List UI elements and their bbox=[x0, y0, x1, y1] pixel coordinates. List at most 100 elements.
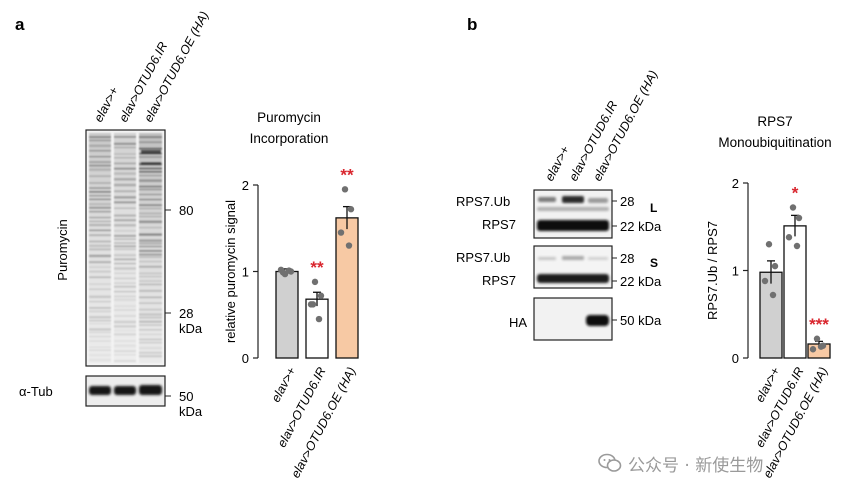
bar bbox=[275, 270, 299, 359]
blot-band bbox=[89, 190, 111, 193]
data-point bbox=[785, 234, 793, 241]
blot-band bbox=[89, 202, 111, 206]
blot-band bbox=[139, 313, 162, 316]
marker-28: 28 bbox=[179, 306, 193, 321]
blot-band bbox=[114, 329, 136, 332]
blot-band bbox=[114, 229, 136, 232]
blot-band bbox=[89, 198, 111, 201]
blot-band bbox=[89, 240, 111, 243]
watermark-text: 公众号 · 新使生物 bbox=[628, 455, 764, 476]
blot-band bbox=[114, 277, 136, 280]
blot-band bbox=[89, 187, 111, 189]
blot-band bbox=[89, 136, 111, 139]
bar bbox=[335, 217, 359, 359]
blot-band bbox=[139, 136, 162, 139]
blot-band bbox=[114, 142, 136, 145]
blot-band bbox=[114, 315, 136, 317]
blot-band bbox=[114, 245, 136, 248]
blot-band bbox=[89, 335, 111, 338]
blot-band bbox=[89, 346, 111, 348]
lane-labels-a: elav>+ elav>OTUD6.IR elav>OTUD6.OE (HA) bbox=[91, 9, 211, 124]
blot-band bbox=[114, 238, 136, 240]
blot-band bbox=[114, 234, 136, 238]
blot-band bbox=[89, 340, 111, 343]
blot-band bbox=[139, 204, 162, 207]
blot-band bbox=[114, 285, 136, 288]
significance-label: ** bbox=[340, 165, 354, 184]
blot-band bbox=[114, 172, 136, 175]
blot-band bbox=[139, 324, 162, 326]
data-point bbox=[279, 269, 287, 276]
blot-band bbox=[141, 162, 161, 165]
blot-band bbox=[139, 253, 162, 256]
y-tick-label: 1 bbox=[242, 265, 249, 280]
y-tick-label: 2 bbox=[732, 176, 739, 191]
blot-band bbox=[114, 196, 136, 199]
blot-band bbox=[89, 244, 111, 248]
blot-band bbox=[139, 220, 162, 224]
data-point bbox=[341, 186, 349, 193]
blot-band bbox=[114, 298, 136, 302]
data-point bbox=[347, 206, 355, 213]
blot-band bbox=[114, 344, 136, 348]
data-point bbox=[317, 292, 325, 299]
blot-band bbox=[114, 218, 136, 222]
bar bbox=[305, 298, 329, 359]
blot-band bbox=[89, 175, 111, 178]
marker: 22 kDa bbox=[620, 274, 662, 289]
data-point bbox=[769, 291, 777, 299]
blot-band bbox=[139, 333, 162, 336]
data-point bbox=[309, 301, 317, 308]
blot-band bbox=[114, 190, 136, 193]
puromycin-blot-label: Puromycin bbox=[55, 219, 70, 280]
marker-unit: kDa bbox=[179, 404, 203, 419]
y-tick-label: 0 bbox=[242, 351, 249, 366]
marker-80: 80 bbox=[179, 203, 193, 218]
blot-band bbox=[89, 139, 111, 142]
blot-band bbox=[139, 296, 162, 299]
blot-band bbox=[114, 262, 136, 265]
blot-band bbox=[89, 194, 111, 197]
watermark: 公众号 · 新使生物 bbox=[598, 452, 764, 476]
blot-band bbox=[139, 316, 162, 319]
blot-band bbox=[89, 182, 111, 184]
blot-band bbox=[89, 270, 111, 273]
data-point bbox=[771, 262, 779, 270]
blot-band bbox=[141, 150, 161, 154]
marker-50: 50 bbox=[179, 389, 193, 404]
blot-band bbox=[89, 307, 111, 309]
blot-band bbox=[89, 234, 111, 237]
blot-band bbox=[89, 331, 111, 334]
significance-label: * bbox=[792, 184, 799, 203]
blot-band bbox=[139, 320, 162, 323]
blot-band bbox=[89, 229, 111, 232]
blot-band bbox=[89, 261, 111, 264]
blot-band bbox=[89, 160, 111, 164]
marker: 22 kDa bbox=[620, 219, 662, 234]
chart-title-line: Monoubiquitination bbox=[718, 135, 831, 150]
y-axis-label: relative puromycin signal bbox=[223, 200, 238, 343]
exposure-long-label: L bbox=[650, 201, 657, 215]
blot-band bbox=[139, 302, 162, 305]
panel-b-label: b bbox=[467, 15, 477, 34]
blot-band bbox=[89, 254, 111, 258]
data-point bbox=[337, 229, 345, 236]
significance-label: *** bbox=[809, 315, 829, 334]
blot-band bbox=[89, 283, 111, 286]
data-point bbox=[285, 267, 293, 274]
blot-band bbox=[139, 174, 162, 177]
exposure-short-label: S bbox=[650, 256, 658, 270]
blot-band bbox=[114, 290, 136, 293]
blot-band bbox=[139, 207, 162, 210]
blot-band bbox=[139, 226, 162, 229]
blot-band bbox=[114, 214, 136, 217]
row-label: HA bbox=[509, 315, 527, 330]
blot-band bbox=[89, 216, 111, 219]
blot-band bbox=[139, 338, 162, 341]
blot-band bbox=[139, 329, 162, 331]
blot-band bbox=[89, 276, 111, 279]
data-point bbox=[813, 335, 821, 342]
blot-band bbox=[114, 254, 136, 257]
blot-band bbox=[114, 359, 136, 363]
